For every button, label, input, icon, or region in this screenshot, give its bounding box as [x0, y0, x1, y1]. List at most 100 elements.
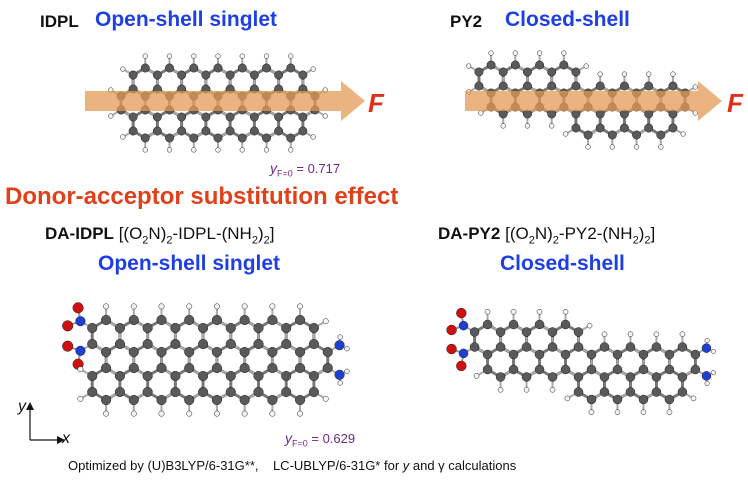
atom	[323, 318, 328, 323]
atom	[143, 339, 153, 349]
atom	[198, 371, 208, 381]
atom	[115, 323, 125, 333]
atom	[644, 124, 652, 132]
atom	[226, 323, 236, 333]
atom	[153, 71, 161, 79]
atom	[108, 114, 113, 119]
atom	[268, 315, 278, 325]
atom	[620, 124, 628, 132]
atom	[171, 387, 181, 397]
atom	[535, 61, 543, 69]
atom	[523, 110, 531, 118]
atom	[702, 344, 711, 353]
field-arrow	[85, 91, 341, 111]
atom	[572, 124, 580, 132]
atom	[184, 395, 194, 405]
atom	[157, 395, 167, 405]
formula-part: N)	[535, 224, 553, 243]
atom	[499, 82, 507, 90]
atom	[254, 323, 264, 333]
atom	[669, 124, 677, 132]
atom	[680, 332, 685, 337]
atom	[483, 350, 492, 359]
atom	[665, 365, 674, 374]
axis-label: x	[62, 430, 70, 448]
formula-part: ]	[651, 224, 656, 243]
atom	[338, 381, 343, 386]
axis-arrow-head	[26, 402, 34, 410]
atom	[129, 347, 139, 357]
atom	[608, 131, 616, 139]
atom	[323, 396, 328, 401]
atom	[693, 111, 698, 116]
atom	[626, 373, 635, 382]
atom	[240, 347, 250, 357]
atom	[665, 395, 674, 404]
atom	[120, 135, 125, 140]
atom	[295, 347, 305, 357]
atom	[483, 320, 492, 329]
atom	[299, 113, 307, 121]
atom	[693, 85, 698, 90]
atom	[190, 134, 198, 142]
atom	[141, 134, 149, 142]
atom	[297, 411, 302, 416]
atom	[171, 323, 181, 333]
atom	[620, 110, 628, 118]
formula-part: [(O	[119, 224, 143, 243]
formula-part: ]	[270, 224, 275, 243]
atom	[129, 315, 139, 325]
atom	[198, 323, 208, 333]
y-subscript: F=0	[292, 439, 308, 449]
molecule-label: PY2	[450, 12, 482, 32]
atom	[600, 388, 609, 397]
atom	[641, 410, 646, 415]
atom	[165, 134, 173, 142]
atom	[335, 340, 345, 350]
atom	[550, 387, 555, 392]
atom	[287, 134, 295, 142]
atom	[705, 338, 710, 343]
page: IDPL Open-shell singlet F yF=0 = 0.717 P…	[0, 0, 748, 482]
atom	[501, 124, 506, 129]
field-arrow	[465, 91, 698, 111]
atom	[561, 51, 566, 56]
atom	[345, 369, 350, 374]
atom	[470, 343, 479, 352]
atom	[295, 395, 305, 405]
atom	[563, 309, 568, 314]
atom	[87, 339, 97, 349]
field-arrow-head	[698, 81, 722, 121]
atom	[561, 350, 570, 359]
atom	[101, 347, 111, 357]
atom	[496, 328, 505, 337]
atom	[587, 395, 596, 404]
formula-part: [(O	[505, 224, 529, 243]
atom	[157, 363, 167, 373]
atom	[613, 395, 622, 404]
state-label: Closed-shell	[505, 8, 630, 32]
atom	[184, 315, 194, 325]
atom	[549, 124, 554, 129]
atom	[281, 387, 291, 397]
atom	[574, 328, 583, 337]
atom	[103, 411, 108, 416]
atom	[214, 64, 222, 72]
atom	[240, 148, 245, 153]
atom	[254, 371, 264, 381]
atom	[652, 343, 661, 352]
atom	[198, 339, 208, 349]
atom	[281, 371, 291, 381]
atom	[73, 303, 84, 314]
atom	[678, 388, 687, 397]
atom	[475, 68, 483, 76]
atom	[584, 64, 589, 69]
atom	[586, 145, 591, 150]
atom	[288, 148, 293, 153]
atom	[639, 395, 648, 404]
atom	[214, 134, 222, 142]
atom	[295, 363, 305, 373]
atom	[596, 82, 604, 90]
atom	[264, 54, 269, 59]
atom	[535, 320, 544, 329]
